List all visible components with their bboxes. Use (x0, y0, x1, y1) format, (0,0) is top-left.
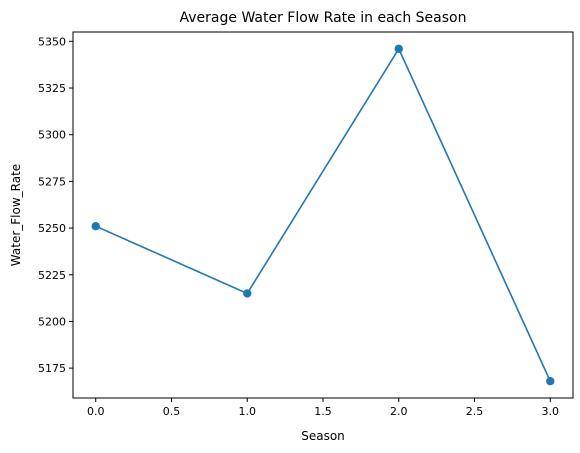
series-line (95, 47, 552, 382)
plot-frame (72, 31, 574, 399)
x-tick-label: 0.5 (163, 405, 181, 418)
data-point (546, 376, 555, 386)
data-point (91, 222, 100, 231)
chart-title: Average Water Flow Rate in each Season (180, 10, 467, 26)
data-point (243, 289, 252, 298)
y-tick-label: 5300 (38, 129, 66, 142)
y-tick-label: 5200 (38, 315, 66, 328)
x-tick-label: 3.0 (542, 405, 560, 418)
x-axis-label: Season (301, 429, 345, 443)
x-tick-label: 2.0 (390, 405, 408, 418)
series-group (91, 44, 555, 386)
data-point (394, 44, 403, 54)
y-tick-label: 5225 (38, 269, 66, 282)
y-tick-label: 5250 (38, 222, 66, 235)
y-tick-label: 5350 (38, 35, 66, 48)
x-tick-label: 0.0 (87, 405, 105, 418)
y-tick-label: 5175 (38, 362, 66, 375)
x-tick-label: 1.5 (314, 405, 332, 418)
y-tick-label: 5325 (38, 82, 66, 95)
y-tick-label: 5275 (38, 175, 66, 188)
y-axis-ticks: 5175 5200 5225 5250 5275 5300 5325 5350 (38, 35, 73, 375)
x-tick-label: 1.0 (238, 405, 256, 418)
x-tick-label: 2.5 (466, 405, 484, 418)
y-axis-label: Water_Flow_Rate (9, 164, 23, 266)
x-axis-ticks: 0.0 0.5 1.0 1.5 2.0 2.5 3.0 (87, 398, 559, 418)
